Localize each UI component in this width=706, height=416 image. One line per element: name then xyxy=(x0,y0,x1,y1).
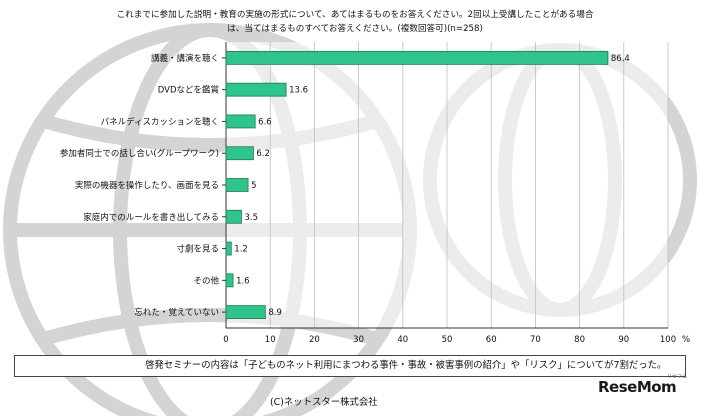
resemom-logo: ReseMom xyxy=(598,378,677,396)
x-tick-label: 60 xyxy=(486,335,497,345)
value-label: 1.6 xyxy=(236,276,250,286)
value-label: 8.9 xyxy=(268,308,282,318)
category-label: その他 xyxy=(193,275,219,286)
x-tick-label: 70 xyxy=(530,335,541,345)
summary-note-box: 啓発セミナーの内容は「子どものネット利用にまつわる事件・事故・被害事例の紹介」や… xyxy=(14,355,686,377)
bar xyxy=(225,50,609,65)
bar xyxy=(225,209,242,224)
title-line-2: は、当てはまるものすべてお答えください。(複数回答可)(n=258) xyxy=(227,24,483,34)
x-tick-label: 100 xyxy=(660,335,676,345)
bar xyxy=(225,178,249,192)
value-label: 86.4 xyxy=(611,54,630,64)
category-label: 実際の機器を操作したり、画面を見る xyxy=(75,180,219,191)
category-label: 家庭内でのルールを書き出してみる xyxy=(83,212,219,223)
bar xyxy=(225,114,256,129)
title-line-1: これまでに参加した説明・教育の実施の形式について、あてはまるものをお答えください… xyxy=(116,10,594,20)
bar xyxy=(225,82,287,97)
summary-note-text: 啓発セミナーの内容は「子どものネット利用にまつわる事件・事故・被害事例の紹介」や… xyxy=(145,360,667,371)
copyright-text: (C)ネットスター株式会社 xyxy=(270,397,378,408)
x-axis-unit: % xyxy=(682,335,690,345)
value-label: 6.2 xyxy=(256,149,270,159)
category-label: DVDなどを鑑賞 xyxy=(158,85,219,96)
bar xyxy=(225,273,234,288)
category-label: 寸劇を見る xyxy=(176,244,219,255)
x-tick-label: 30 xyxy=(353,335,364,345)
value-label: 5 xyxy=(251,181,256,191)
chart-title: これまでに参加した説明・教育の実施の形式について、あてはまるものをお答えください… xyxy=(60,8,650,36)
category-label: 忘れた・覚えていない xyxy=(134,307,219,318)
x-tick-label: 20 xyxy=(309,335,320,345)
x-tick-label: 80 xyxy=(574,335,585,345)
category-label: パネルディスカッションを聴く xyxy=(101,116,219,127)
value-label: 6.6 xyxy=(258,117,272,127)
x-tick-label: 90 xyxy=(618,335,629,345)
resemom-logo-sub: リセマム xyxy=(667,374,688,380)
value-label: 1.2 xyxy=(234,245,248,255)
x-tick-label: 10 xyxy=(265,335,276,345)
bar xyxy=(225,146,254,161)
bar xyxy=(225,305,266,320)
x-tick-label: 40 xyxy=(397,335,408,345)
bar xyxy=(225,241,232,256)
x-tick-label: 50 xyxy=(442,335,453,345)
x-tick-label: 0 xyxy=(223,335,228,345)
value-label: 13.6 xyxy=(289,86,308,96)
category-label: 講義・講演を聴く xyxy=(151,53,219,64)
value-label: 3.5 xyxy=(244,213,258,223)
category-label: 参加者同士での話し合い(グループワーク) xyxy=(60,148,219,159)
